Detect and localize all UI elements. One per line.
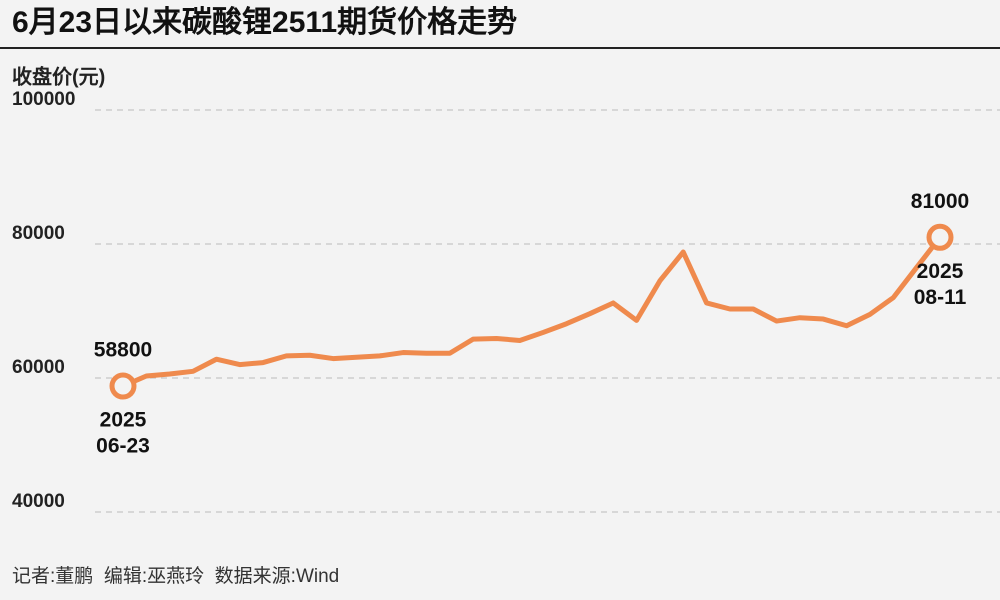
end-marker: [109, 372, 137, 400]
end-marker: [926, 223, 954, 251]
date-label: 2025: [917, 260, 964, 283]
date-label: 06-23: [96, 435, 150, 458]
footer: 记者:董鹏 编辑:巫燕玲 数据来源:Wind: [12, 565, 339, 587]
data-label: 81000: [911, 190, 969, 213]
chart-title: 6月23日以来碳酸锂2511期货价格走势: [12, 5, 517, 39]
date-label: 08-11: [914, 286, 967, 309]
y-tick-label: 100000: [12, 89, 75, 110]
y-axis-label: 收盘价(元): [12, 64, 105, 88]
line: [122, 235, 942, 389]
date-label: 2025: [100, 409, 147, 432]
y-tick-label: 40000: [12, 491, 65, 512]
y-tick-label: 60000: [12, 357, 65, 378]
data-label: 58800: [94, 339, 152, 362]
y-tick-label: 80000: [12, 223, 65, 244]
